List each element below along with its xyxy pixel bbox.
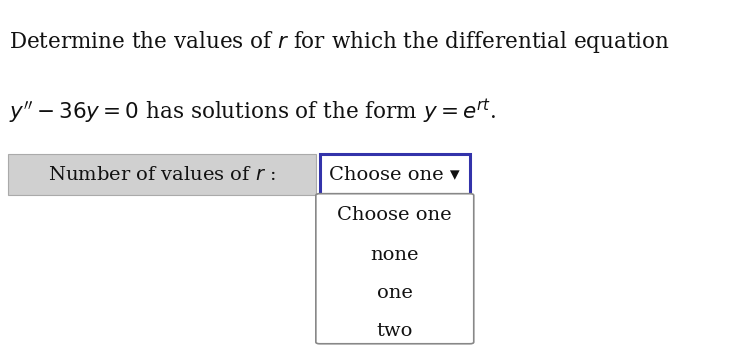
- Text: none: none: [371, 246, 419, 264]
- Text: Determine the values of $r$ for which the differential equation: Determine the values of $r$ for which th…: [9, 29, 670, 55]
- Text: $y^{\prime\prime} - 36y = 0$ has solutions of the form $y = e^{rt}$.: $y^{\prime\prime} - 36y = 0$ has solutio…: [9, 97, 496, 126]
- FancyBboxPatch shape: [8, 154, 316, 195]
- Text: one: one: [377, 284, 413, 302]
- FancyBboxPatch shape: [316, 194, 474, 344]
- Text: two: two: [377, 322, 413, 340]
- Text: Choose one: Choose one: [338, 206, 452, 224]
- FancyBboxPatch shape: [320, 154, 470, 195]
- Text: Choose one ▾: Choose one ▾: [329, 165, 460, 184]
- Text: Number of values of $r$ :: Number of values of $r$ :: [47, 165, 276, 184]
